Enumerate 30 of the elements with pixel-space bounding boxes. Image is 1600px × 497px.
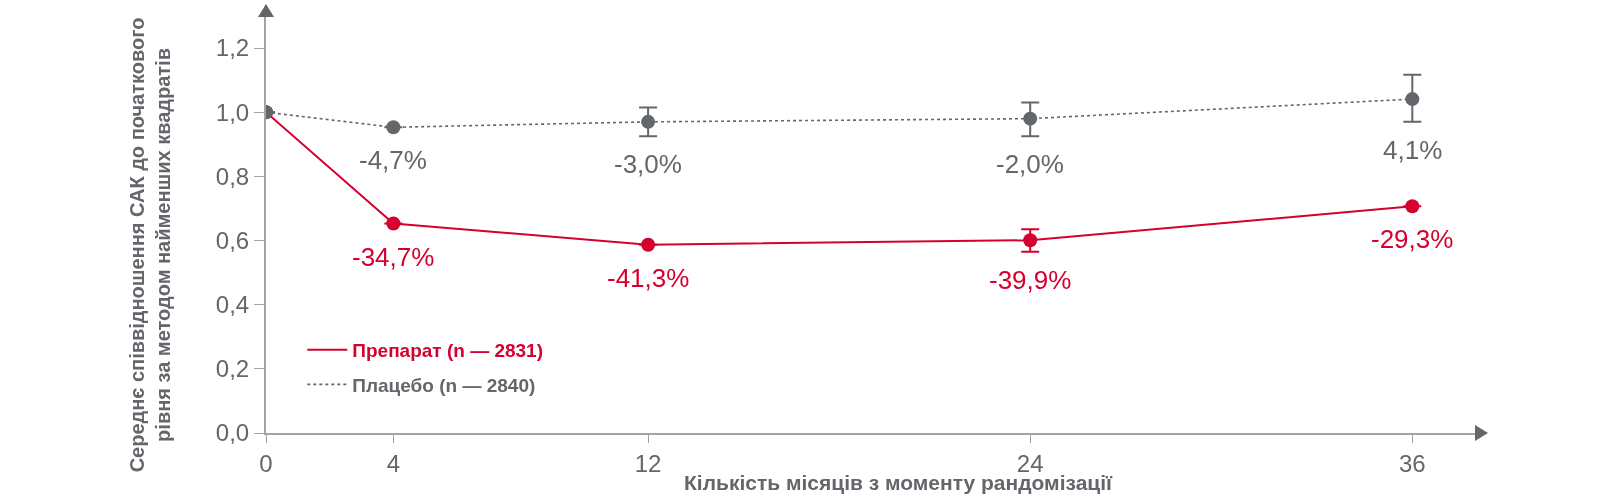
point (386, 120, 401, 135)
y-tick-label: 0,4 (215, 291, 250, 319)
x-tick-label: 12 (634, 449, 662, 477)
annotation: -34,7% (352, 242, 435, 272)
annotation: -39,9% (989, 265, 1072, 295)
y-tick-label: 0,6 (215, 226, 250, 254)
point (1023, 233, 1038, 248)
annotation: -4,7% (359, 145, 427, 175)
annotation: -2,0% (996, 149, 1064, 179)
point (1023, 111, 1038, 126)
annotation: -41,3% (607, 263, 690, 293)
x-tick-label: 36 (1398, 449, 1426, 477)
y-tick-label: 0,2 (215, 355, 250, 383)
point (386, 216, 401, 231)
point (641, 114, 656, 129)
annotation: -29,3% (1371, 224, 1454, 254)
y-tick-label: 1,0 (215, 98, 250, 126)
annotation: -3,0% (614, 149, 682, 179)
x-tick-label: 0 (259, 449, 273, 477)
point (1405, 199, 1420, 214)
x-tick-label: 4 (386, 449, 401, 477)
point (1405, 92, 1420, 107)
y-tick-label: 1,2 (215, 34, 250, 62)
y-axis-title: Середнє співвідношення САК до початкового рівня за методом найменших квадратів (125, 17, 174, 473)
legend-label: Препарат (n — 2831) (352, 340, 544, 362)
annotation: 4,1% (1383, 135, 1443, 165)
point (641, 237, 656, 252)
legend-label: Плацебо (n — 2840) (352, 374, 536, 396)
y-tick-label: 0,0 (215, 419, 250, 447)
y-tick-label: 0,8 (215, 162, 250, 190)
